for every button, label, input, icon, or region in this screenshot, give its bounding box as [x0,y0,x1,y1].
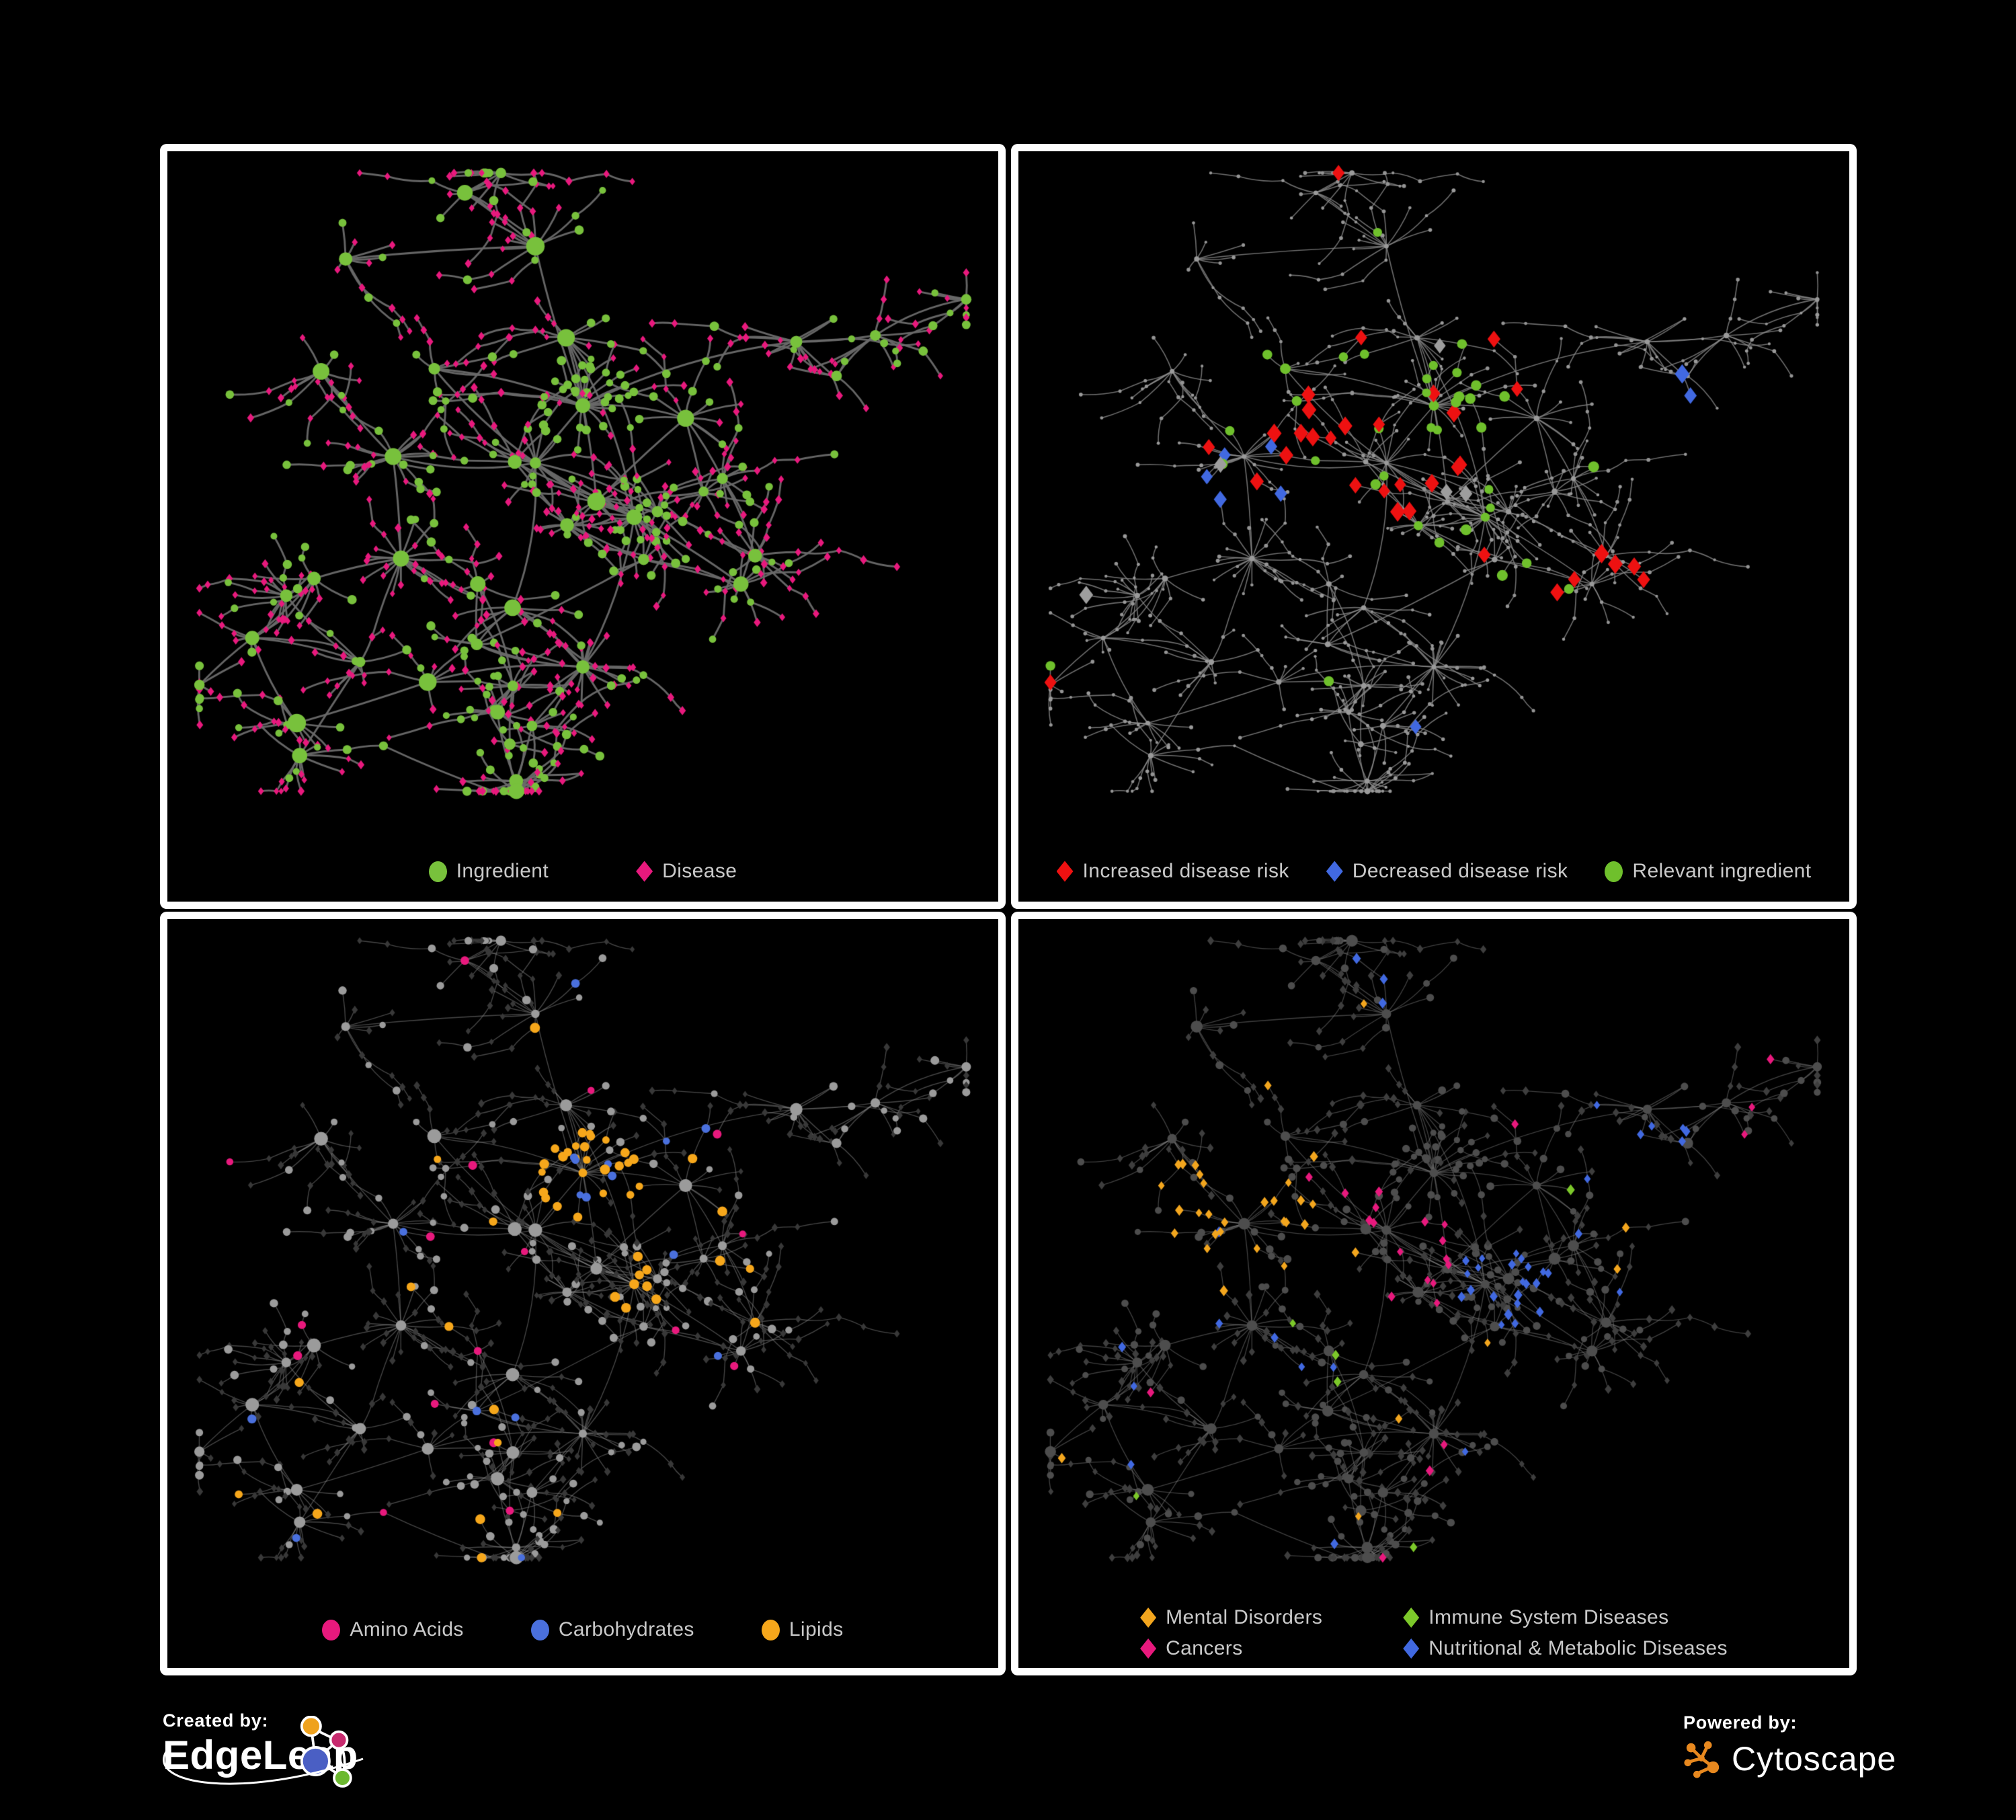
legend-item: Immune System Diseases [1403,1606,1728,1629]
network-canvas-nutrient-class [167,919,998,1668]
increased-risk-legend-icon [1056,861,1074,882]
relevant-ingredient-legend-icon [1605,861,1623,882]
cytoscape-brand: Cytoscape [1732,1740,1897,1778]
legend-label: Decreased disease risk [1352,860,1568,882]
mental-disorders-legend-icon [1140,1608,1157,1628]
ingredient-legend-icon [428,861,447,882]
legend-label: Amino Acids [350,1618,464,1640]
legend-label: Disease [662,860,737,882]
legend-item: Disease [636,860,737,883]
cytoscape-logo-icon [1684,1741,1720,1778]
amino-acids-legend-icon [322,1619,341,1640]
legend-label: Relevant ingredient [1632,860,1812,882]
disease-legend-icon [636,861,653,882]
legend-label: Lipids [789,1618,844,1640]
panel-disease-risk-network: Increased disease risk Decreased disease… [1011,144,1857,909]
immune-system-diseases-legend-icon [1403,1608,1420,1628]
edgeleap-swoosh-icon [163,1750,364,1785]
legend-item: Mental Disorders [1140,1606,1322,1629]
panel-nutrient-class-network: Amino Acids Carbohydrates Lipids [160,912,1006,1675]
legend-label: Ingredient [456,860,549,882]
legend-item: Ingredient [428,860,549,883]
network-canvas-disease-risk [1018,151,1849,902]
legend-item: Cancers [1140,1637,1322,1660]
legend-label: Carbohydrates [558,1618,694,1640]
legend-label: Mental Disorders [1166,1606,1323,1628]
panel-disease-class-network: Mental Disorders Immune System Diseases … [1011,912,1857,1675]
legend-label: Immune System Diseases [1428,1606,1669,1628]
decreased-risk-legend-icon [1326,861,1343,882]
carbohydrates-legend-icon [530,1619,549,1640]
edgeleap-logo-icon [300,1716,352,1788]
network-canvas-ingredient-disease [167,151,998,902]
created-by-label: Created by: [163,1710,269,1731]
legend-item: Relevant ingredient [1605,860,1811,883]
legend-label: Nutritional & Metabolic Diseases [1428,1637,1728,1659]
legend-label: Cancers [1166,1637,1243,1659]
legend-disease-class: Mental Disorders Immune System Diseases … [1018,1606,1849,1660]
network-canvas-disease-class [1018,919,1849,1668]
panel-ingredient-disease-network: Ingredient Disease [160,144,1006,909]
lipids-legend-icon [761,1619,780,1640]
cancers-legend-icon [1140,1638,1157,1659]
legend-item: Amino Acids [322,1618,463,1641]
legend-item: Carbohydrates [530,1618,694,1641]
powered-by-label: Powered by: [1683,1712,1798,1733]
legend-disease-risk: Increased disease risk Decreased disease… [1018,860,1849,883]
edgeleap-credit: Created by: EdgeLeap [163,1710,445,1811]
legend-nutrient-class: Amino Acids Carbohydrates Lipids [167,1618,998,1641]
legend-label: Increased disease risk [1082,860,1289,882]
nutritional-metabolic-diseases-legend-icon [1403,1638,1420,1659]
legend-item: Lipids [761,1618,844,1641]
cytoscape-credit: Powered by: Cytoscape [1683,1712,1966,1793]
legend-item: Nutritional & Metabolic Diseases [1403,1637,1728,1660]
legend-item: Increased disease risk [1056,860,1289,883]
legend-item: Decreased disease risk [1326,860,1568,883]
legend-ingredient-disease: Ingredient Disease [167,860,998,883]
